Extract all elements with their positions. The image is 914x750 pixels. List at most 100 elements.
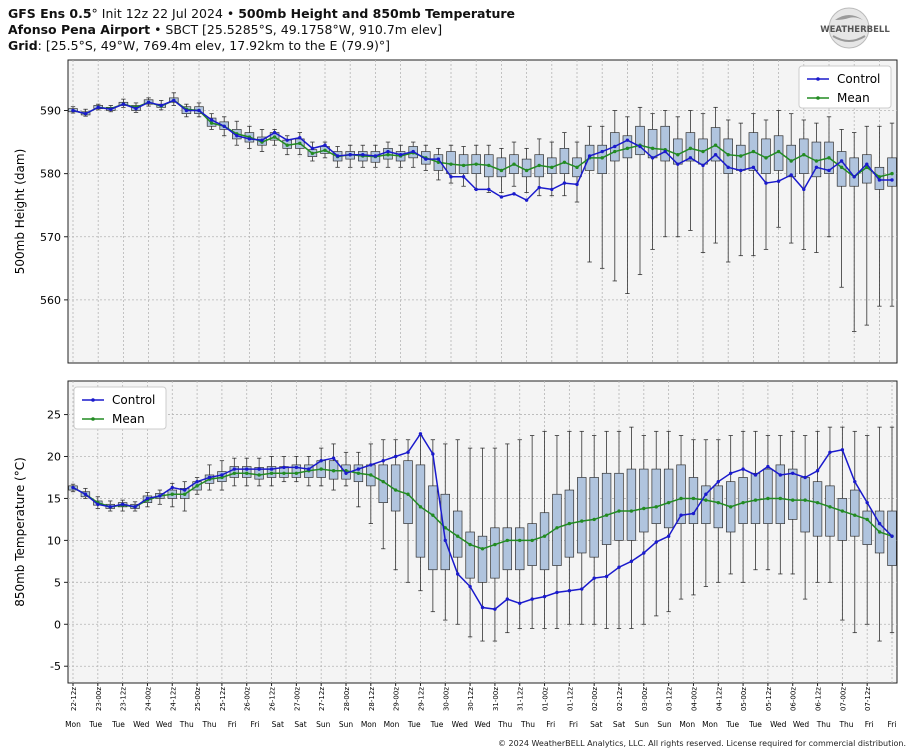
point-control bbox=[356, 467, 361, 471]
box-iqr bbox=[850, 489, 860, 537]
box-iqr bbox=[639, 468, 649, 533]
point-mean bbox=[592, 517, 596, 522]
ensemble-box bbox=[626, 426, 637, 629]
y-tick-label: 25 bbox=[47, 409, 61, 422]
box-iqr bbox=[713, 485, 723, 529]
x-day-label: Thu bbox=[179, 720, 194, 729]
box-iqr bbox=[477, 535, 488, 583]
ensemble-box bbox=[660, 110, 670, 238]
x-tick-label: 23-00z bbox=[95, 687, 103, 711]
box-iqr bbox=[521, 158, 532, 178]
point-control bbox=[411, 149, 415, 154]
x-tick-label: 25-12z bbox=[219, 687, 227, 711]
point-control bbox=[518, 601, 522, 606]
point-control bbox=[398, 152, 403, 157]
point-control bbox=[499, 195, 504, 199]
point-control bbox=[424, 157, 428, 161]
point-mean bbox=[840, 509, 845, 513]
ensemble-box bbox=[812, 430, 823, 583]
panel-temperature: -5 0 5 10 15 20 25 850mb Temperature (°C) Contro… bbox=[13, 380, 898, 684]
point-control bbox=[386, 149, 390, 154]
ensemble-box bbox=[647, 113, 658, 250]
point-control bbox=[108, 505, 112, 509]
station-name: Afonso Pena Airport bbox=[8, 22, 151, 37]
x-tick-label: 22-12z bbox=[70, 687, 78, 711]
ensemble-box bbox=[496, 147, 507, 193]
ensemble-box bbox=[862, 435, 872, 625]
point-control bbox=[145, 496, 150, 501]
box-iqr bbox=[626, 468, 637, 541]
point-control bbox=[716, 479, 720, 484]
point-control bbox=[159, 103, 163, 108]
point-mean bbox=[323, 148, 327, 152]
point-mean bbox=[853, 513, 857, 517]
point-mean bbox=[537, 163, 541, 168]
point-mean bbox=[443, 526, 447, 530]
point-control bbox=[688, 156, 693, 160]
point-mean bbox=[542, 534, 547, 538]
y-tick-label: 580 bbox=[40, 168, 61, 181]
x-tick-label: 23-12z bbox=[120, 687, 128, 711]
point-control bbox=[493, 607, 497, 611]
y-axis-label: 500mb Height (dam) bbox=[13, 149, 27, 275]
grid-label: Grid bbox=[8, 38, 38, 53]
init-time: Init 12z 22 Jul 2024 • bbox=[97, 6, 239, 21]
point-control bbox=[449, 175, 453, 179]
point-mean bbox=[666, 500, 671, 505]
point-control bbox=[567, 589, 572, 593]
x-day-label: Tue bbox=[407, 720, 421, 729]
legend-marker-control bbox=[91, 398, 95, 402]
point-mean bbox=[617, 509, 621, 513]
ensemble-box bbox=[663, 430, 674, 613]
point-control bbox=[642, 551, 646, 555]
box-iqr bbox=[502, 527, 513, 571]
point-mean bbox=[625, 146, 630, 151]
box-iqr bbox=[887, 510, 897, 566]
point-mean bbox=[294, 471, 299, 475]
point-control bbox=[182, 488, 187, 492]
point-mean bbox=[764, 156, 768, 160]
x-day-label: Sat bbox=[294, 720, 306, 729]
legend-label-mean: Mean bbox=[112, 412, 145, 426]
point-control bbox=[310, 146, 315, 151]
ensemble-box bbox=[614, 430, 624, 629]
point-control bbox=[431, 452, 435, 456]
y-tick-label: 590 bbox=[40, 105, 61, 118]
point-control bbox=[814, 165, 819, 170]
panel-height: 560 570 580 590 500mb Height (dam) Control Mea… bbox=[13, 59, 898, 364]
legend-marker-mean bbox=[816, 96, 820, 100]
point-control bbox=[207, 475, 212, 480]
x-tick-label: 24-12z bbox=[169, 687, 177, 711]
point-mean bbox=[766, 496, 770, 501]
point-control bbox=[512, 192, 516, 196]
x-tick-label: 25-00z bbox=[194, 687, 202, 711]
point-control bbox=[840, 448, 845, 452]
x-tick-label: 28-00z bbox=[343, 687, 351, 711]
point-control bbox=[348, 152, 352, 157]
point-control bbox=[220, 473, 224, 477]
point-mean bbox=[480, 547, 485, 551]
point-control bbox=[604, 574, 609, 579]
point-control bbox=[679, 513, 683, 517]
point-mean bbox=[356, 471, 361, 475]
box-iqr bbox=[601, 472, 612, 545]
point-control bbox=[828, 450, 832, 455]
point-control bbox=[121, 102, 126, 106]
point-mean bbox=[369, 473, 373, 477]
x-day-label: Tue bbox=[111, 720, 125, 729]
x-day-label: Mon bbox=[702, 720, 718, 729]
point-control bbox=[524, 198, 529, 202]
grid-details: : [25.5°S, 49°W, 769.4m elev, 17.92km to… bbox=[37, 38, 391, 53]
header-line-3: Grid: [25.5°S, 49°W, 769.4m elev, 17.92k… bbox=[8, 38, 390, 53]
box-iqr bbox=[614, 472, 624, 541]
x-tick-label: 31-12z bbox=[517, 687, 525, 711]
point-mean bbox=[285, 143, 289, 147]
point-control bbox=[71, 108, 75, 113]
box-iqr bbox=[660, 125, 670, 162]
ensemble-box bbox=[837, 426, 848, 621]
point-mean bbox=[726, 152, 730, 157]
point-control bbox=[369, 463, 373, 467]
point-control bbox=[232, 467, 237, 471]
x-tick-label: 07-00z bbox=[839, 687, 847, 711]
